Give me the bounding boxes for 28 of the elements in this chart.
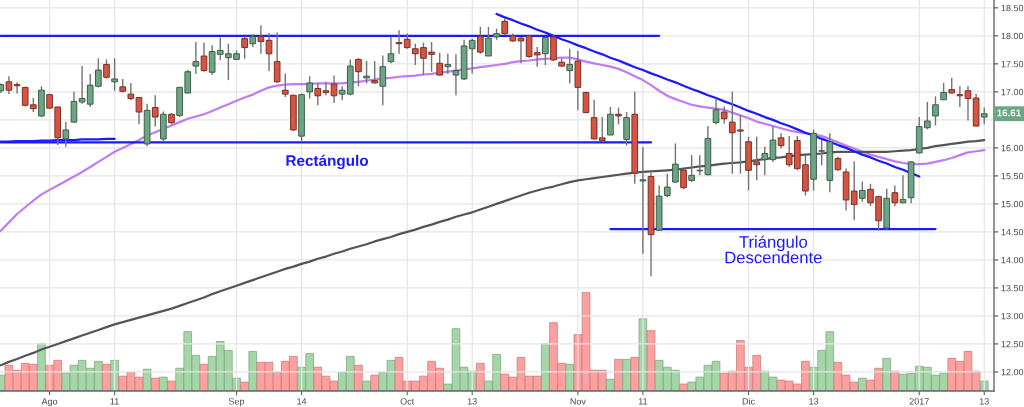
y-tick-label: 14.50 <box>1001 228 1024 236</box>
y-tick-label: 12.50 <box>1001 340 1024 348</box>
y-tick-label: 14.00 <box>1001 256 1024 264</box>
x-tick-label: 13 <box>467 398 477 405</box>
x-tick-label: 13 <box>809 398 819 405</box>
y-tick-label: 15.00 <box>1001 200 1024 208</box>
x-tick-label: Oct <box>400 398 415 405</box>
y-tick-label: 17.00 <box>1001 88 1024 96</box>
y-tick-label: 12.00 <box>1001 368 1024 376</box>
y-tick-label: 17.50 <box>1001 60 1024 68</box>
y-tick-label: 13.00 <box>1001 312 1024 320</box>
x-tick-label: 2017 <box>909 398 929 405</box>
y-tick-label: 16.00 <box>1001 144 1024 152</box>
y-tick-label: 13.50 <box>1001 284 1024 292</box>
x-tick-label: Dic <box>742 397 755 405</box>
y-tick-label: 18.00 <box>1001 32 1024 40</box>
annotation: Rectángulo <box>286 154 369 170</box>
y-tick-label: 18.50 <box>1001 4 1024 12</box>
x-tick-label: 14 <box>297 398 307 405</box>
x-tick-label: Nov <box>570 398 586 405</box>
x-tick-label: 11 <box>638 398 648 405</box>
x-tick-label: Sep <box>228 398 245 407</box>
y-tick-label: 15.50 <box>1001 172 1024 180</box>
annotation: Triángulo Descendente <box>725 235 822 264</box>
x-tick-label: Ago <box>41 398 58 407</box>
annotation: 16.61 <box>997 109 1021 117</box>
x-tick-label: 13 <box>979 398 989 405</box>
x-tick-label: 11 <box>110 398 119 405</box>
